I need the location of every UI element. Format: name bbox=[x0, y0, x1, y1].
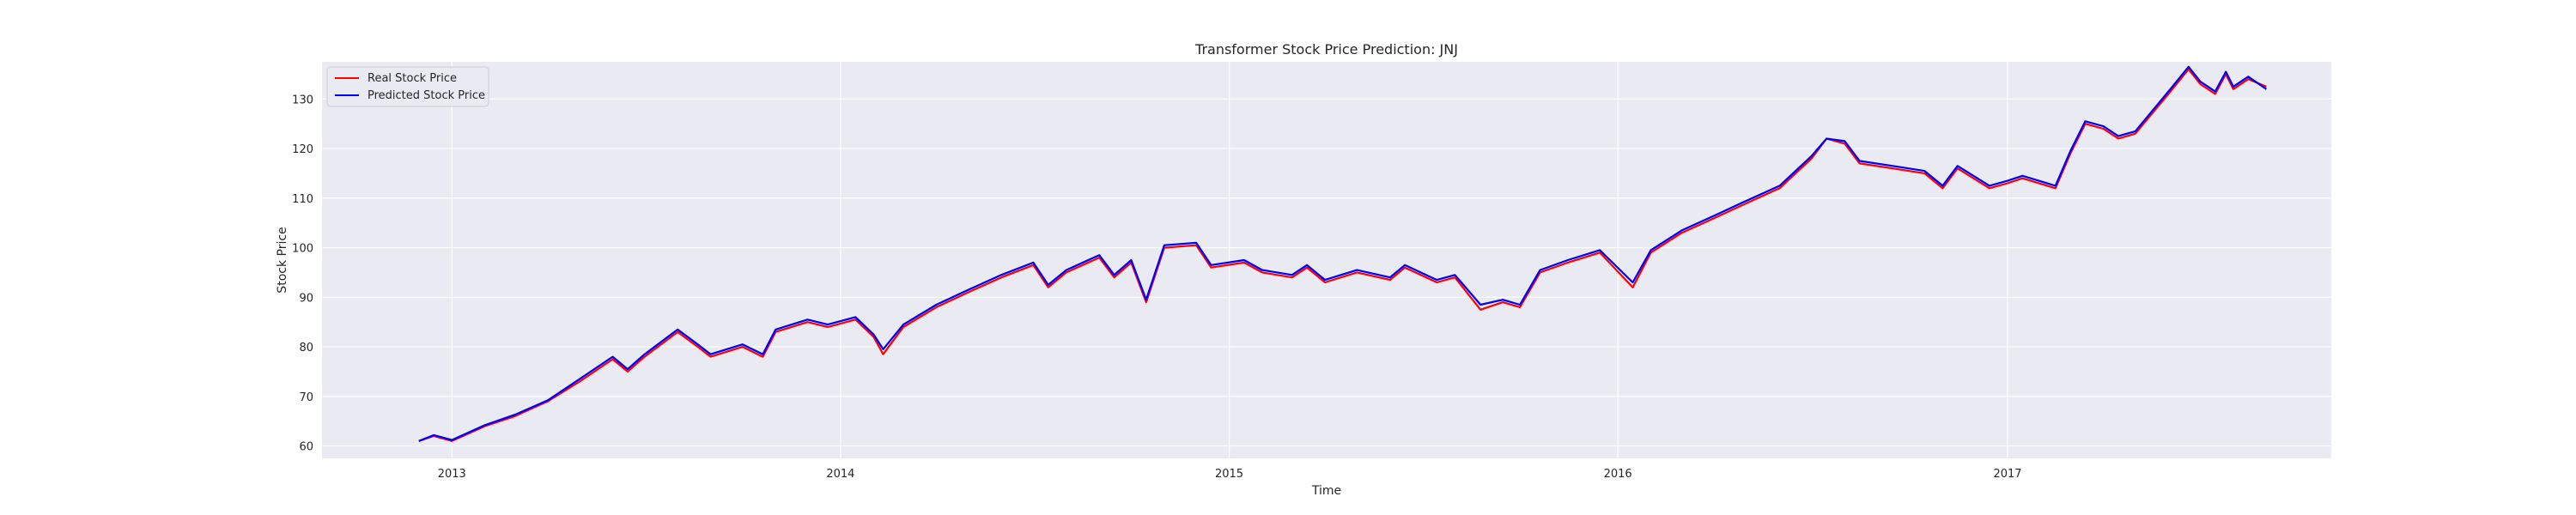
x-tick-label: 2016 bbox=[1604, 468, 1632, 481]
y-tick-label: 110 bbox=[292, 193, 313, 206]
legend: Real Stock Price Predicted Stock Price bbox=[326, 66, 489, 107]
legend-box bbox=[326, 66, 489, 107]
y-tick-label: 100 bbox=[292, 243, 313, 256]
x-tick-label: 2013 bbox=[438, 468, 466, 481]
x-tick-label: 2014 bbox=[826, 468, 854, 481]
x-axis-label: Time bbox=[1311, 484, 1341, 498]
chart-title: Transformer Stock Price Prediction: JNJ bbox=[1194, 41, 1458, 58]
y-tick-label: 60 bbox=[299, 441, 313, 454]
y-tick-label: 90 bbox=[299, 292, 313, 305]
legend-label-predicted: Predicted Stock Price bbox=[368, 89, 485, 102]
plot-area bbox=[322, 62, 2331, 458]
tick-labels: 60 70 80 90 100 110 120 130 2013 2014 2015 2016 2017 bbox=[292, 94, 2021, 481]
x-tick-label: 2015 bbox=[1215, 468, 1243, 481]
real-price-line bbox=[418, 68, 2267, 442]
y-tick-label: 120 bbox=[292, 143, 313, 156]
y-tick-label: 130 bbox=[292, 94, 313, 106]
y-tick-label: 80 bbox=[299, 342, 313, 354]
y-axis-label: Stock Price bbox=[276, 227, 289, 293]
series-lines bbox=[418, 65, 2268, 442]
legend-label-real: Real Stock Price bbox=[368, 72, 457, 85]
predicted-price-line bbox=[418, 65, 2268, 442]
y-tick-label: 70 bbox=[299, 391, 313, 404]
x-tick-label: 2017 bbox=[1993, 468, 2021, 481]
